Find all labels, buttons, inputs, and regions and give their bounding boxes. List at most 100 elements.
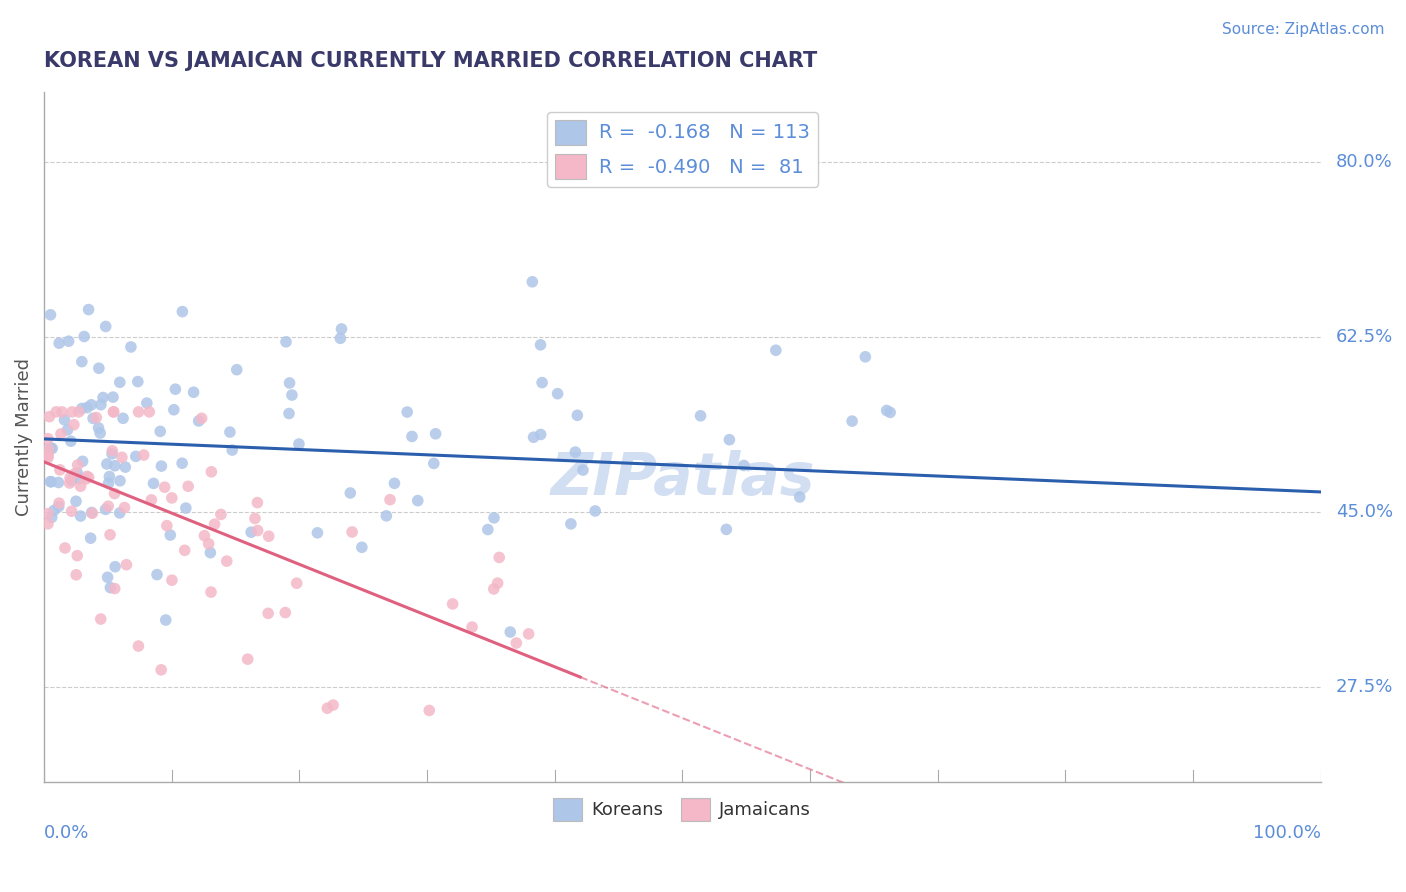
Point <box>482 511 505 525</box>
Point <box>215 554 238 568</box>
Point <box>142 476 165 491</box>
Point <box>108 376 131 390</box>
Point <box>56 423 79 437</box>
Point <box>65 494 87 508</box>
Point <box>120 340 142 354</box>
Point <box>100 581 122 595</box>
Point <box>76 401 98 415</box>
Point <box>104 582 127 596</box>
Point <box>330 322 353 336</box>
Point <box>125 450 148 464</box>
Point <box>65 567 87 582</box>
Point <box>522 275 544 289</box>
Point <box>146 567 169 582</box>
Point <box>53 541 76 555</box>
Point <box>82 506 104 520</box>
Point <box>441 597 464 611</box>
Point <box>38 409 60 424</box>
Point <box>48 475 70 490</box>
Point <box>132 448 155 462</box>
Point <box>172 304 194 318</box>
Point <box>340 524 363 539</box>
Point <box>243 511 266 525</box>
Point <box>200 465 222 479</box>
Point <box>190 411 212 425</box>
Point <box>114 500 136 515</box>
Point <box>87 361 110 376</box>
Point <box>246 524 269 538</box>
Point <box>97 570 120 584</box>
Point <box>160 573 183 587</box>
Point <box>733 458 755 473</box>
Point <box>108 474 131 488</box>
Point <box>41 442 63 456</box>
Point <box>59 434 82 449</box>
Text: KOREAN VS JAMAICAN CURRENTLY MARRIED CORRELATION CHART: KOREAN VS JAMAICAN CURRENTLY MARRIED COR… <box>44 51 817 70</box>
Point <box>316 701 339 715</box>
Point <box>37 507 59 521</box>
Point <box>59 471 82 485</box>
Point <box>53 413 76 427</box>
Point <box>246 495 269 509</box>
Point <box>765 343 787 358</box>
Point <box>173 543 195 558</box>
Point <box>42 503 65 517</box>
Y-axis label: Currently Married: Currently Married <box>15 358 32 516</box>
Text: 100.0%: 100.0% <box>1253 823 1320 841</box>
Point <box>48 500 70 514</box>
Point <box>66 466 89 480</box>
Point <box>72 454 94 468</box>
Point <box>49 427 72 442</box>
Point <box>108 506 131 520</box>
Point <box>79 531 101 545</box>
Point <box>45 405 67 419</box>
Point <box>572 463 595 477</box>
Point <box>128 405 150 419</box>
Point <box>96 457 118 471</box>
Point <box>49 463 72 477</box>
Point <box>523 430 546 444</box>
Point <box>560 516 582 531</box>
Point <box>98 469 121 483</box>
Point <box>94 319 117 334</box>
Point <box>879 405 901 419</box>
Point <box>172 456 194 470</box>
Point <box>63 417 86 432</box>
Point <box>174 501 197 516</box>
Point <box>60 504 83 518</box>
Point <box>67 472 90 486</box>
Point <box>87 421 110 435</box>
Point <box>115 558 138 572</box>
Point <box>177 479 200 493</box>
Point <box>193 529 215 543</box>
Point <box>141 492 163 507</box>
Text: 62.5%: 62.5% <box>1336 328 1393 346</box>
Point <box>39 475 62 489</box>
Point <box>853 350 876 364</box>
Text: 27.5%: 27.5% <box>1336 678 1393 696</box>
Point <box>73 329 96 343</box>
Point <box>150 663 173 677</box>
Point <box>477 523 499 537</box>
Point <box>288 437 311 451</box>
Point <box>505 636 527 650</box>
Point <box>101 447 124 461</box>
Point <box>114 460 136 475</box>
Point <box>156 518 179 533</box>
Point <box>257 607 280 621</box>
Point <box>63 467 86 481</box>
Point <box>37 432 59 446</box>
Legend: Koreans, Jamaicans: Koreans, Jamaicans <box>546 790 818 829</box>
Point <box>60 405 83 419</box>
Point <box>517 627 540 641</box>
Point <box>104 458 127 473</box>
Point <box>401 429 423 443</box>
Point <box>80 398 103 412</box>
Point <box>90 612 112 626</box>
Point <box>209 508 232 522</box>
Point <box>127 375 149 389</box>
Point <box>90 398 112 412</box>
Point <box>103 405 125 419</box>
Point <box>384 476 406 491</box>
Point <box>396 405 419 419</box>
